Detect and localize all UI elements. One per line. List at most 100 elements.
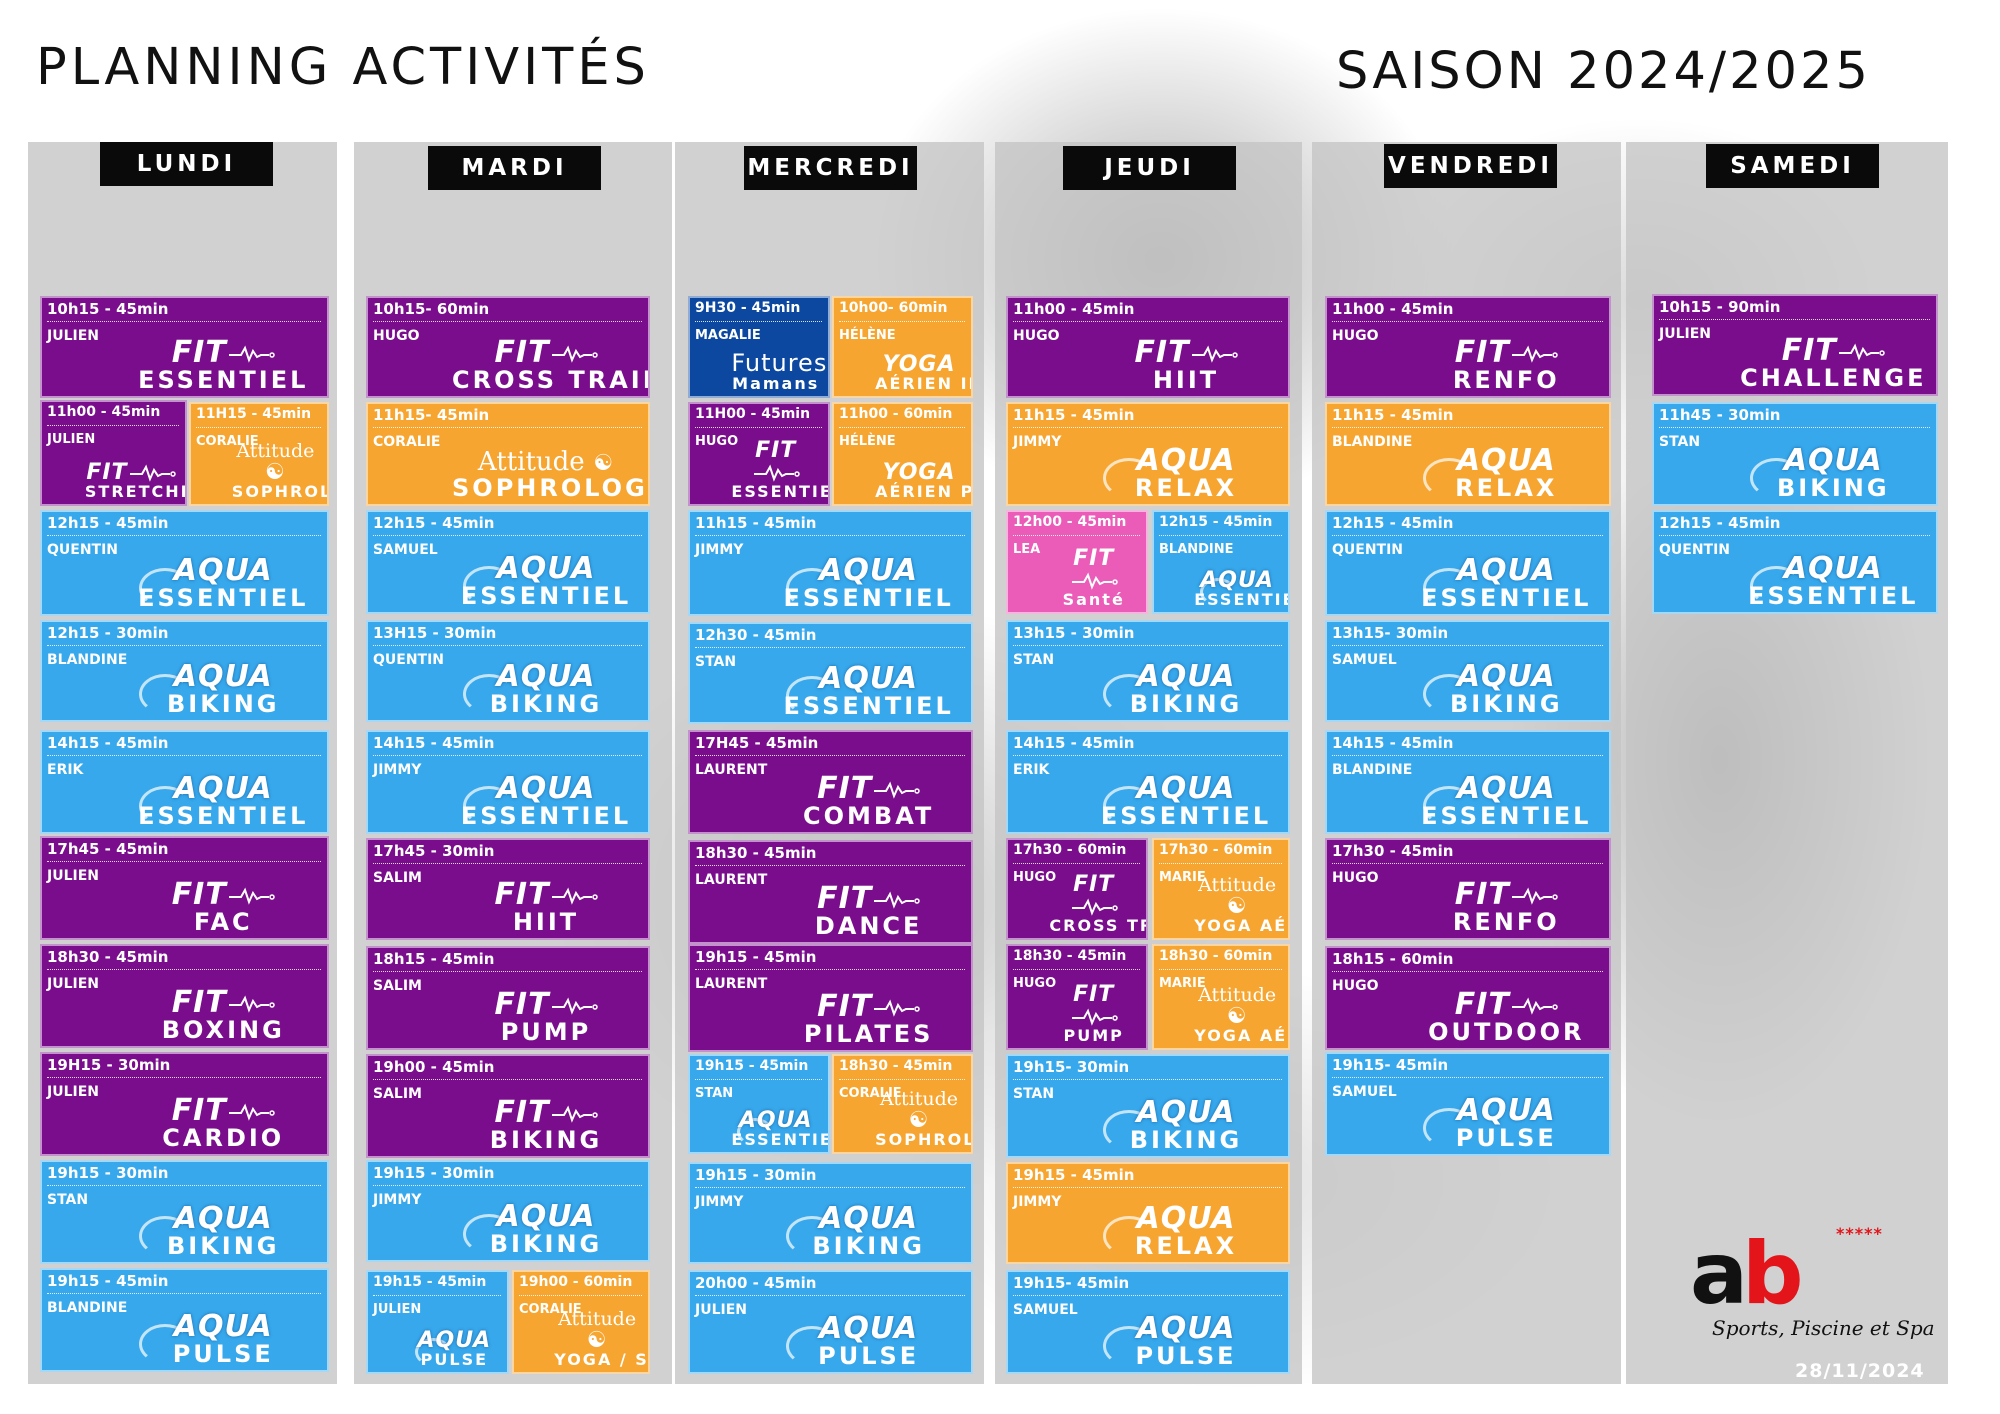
dotted-divider: [1013, 1079, 1282, 1080]
session-card-fit-hiit[interactable]: 11h00 - 45min HUGO FIT HIIT: [1006, 296, 1290, 398]
session-card-aqua-biking[interactable]: 13h15 - 30min STAN AQUA BIKING: [1006, 620, 1290, 722]
session-coach: JULIEN: [373, 1302, 422, 1317]
session-card-aqua-biking[interactable]: 11h45 - 30min STAN AQUA BIKING: [1652, 402, 1938, 506]
wave-icon: [1103, 674, 1156, 714]
dotted-divider: [1013, 1295, 1282, 1296]
session-card-aqua-pulse[interactable]: 20h00 - 45min JULIEN AQUA PULSE: [688, 1270, 973, 1374]
session-card-fit-pump[interactable]: 18h15 - 45min SALIM FIT PUMP: [366, 946, 650, 1050]
wave-icon: [138, 1216, 191, 1256]
session-time: 11h00 - 60min: [839, 406, 953, 422]
activity-brand: FIT: [774, 992, 963, 1022]
session-card-aqua-pulse[interactable]: 19h15- 45min SAMUEL AQUA PULSE: [1006, 1270, 1290, 1374]
session-card-fit-sante[interactable]: 12h00 - 45min LEA FIT Santé: [1006, 510, 1148, 614]
dotted-divider: [1332, 427, 1603, 428]
session-card-fit-stretching[interactable]: 11h00 - 45min JULIEN FITSTRETCHING: [40, 400, 187, 506]
session-card-aqua-biking[interactable]: 12h15 - 30min BLANDINE AQUA BIKING: [40, 620, 329, 722]
session-coach: LAURENT: [695, 872, 768, 888]
session-card-fit-fac[interactable]: 17h45 - 45min JULIEN FIT FAC: [40, 836, 329, 940]
session-card-aqua-essentiel[interactable]: 14h15 - 45min ERIK AQUA ESSENTIEL: [1006, 730, 1290, 834]
dotted-divider: [695, 321, 822, 322]
session-card-fit-renfo[interactable]: 11h00 - 45min HUGO FIT RENFO: [1325, 296, 1611, 398]
session-card-attitude-sophrologie[interactable]: 11h15- 45min CORALIE Attitude ☯SOPHROLOGIE: [366, 402, 650, 506]
session-card-aqua-pulse[interactable]: 19h15 - 45min JULIEN AQUA PULSE: [366, 1270, 509, 1374]
session-coach: CORALIE: [839, 1086, 902, 1101]
session-card-fit-dance[interactable]: 18h30 - 45min LAURENT FIT DANCE: [688, 840, 973, 944]
activity-name: ESSENTIEL: [138, 366, 309, 394]
session-card-aqua-pulse[interactable]: 19h15 - 45min BLANDINE AQUA PULSE: [40, 1268, 329, 1372]
activity-name: BIKING: [1777, 474, 1890, 502]
session-card-fit-combat[interactable]: 17H45 - 45min LAURENT FIT COMBAT: [688, 730, 973, 834]
activity-logo: FIT CARDIO: [128, 1096, 320, 1151]
session-card-fit-challenge[interactable]: 10h15 - 90min JULIEN FIT CHALLENGE: [1652, 294, 1938, 396]
session-coach: ERIK: [1013, 762, 1050, 778]
meditation-icon: ☯: [908, 1108, 930, 1133]
session-card-fit-hiit[interactable]: 17h45 - 30min SALIM FIT HIIT: [366, 838, 650, 940]
session-card-aqua-biking[interactable]: 19h15 - 30min JIMMY AQUA BIKING: [366, 1160, 650, 1262]
session-card-aqua-biking[interactable]: 13H15 - 30min QUENTIN AQUA BIKING: [366, 620, 650, 722]
activity-brand: FIT: [1049, 984, 1138, 1028]
activity-brand: AQUA: [1136, 1311, 1236, 1346]
heartbeat-icon: [874, 781, 920, 799]
session-card-fit-outdoor[interactable]: 18h15 - 60min HUGO FIT OUTDOOR: [1325, 946, 1611, 1050]
activity-name: BIKING: [166, 1232, 280, 1260]
session-card-fit-cardio[interactable]: 19H15 - 30min JULIEN FIT CARDIO: [40, 1052, 329, 1156]
activity-brand: YOGA: [882, 460, 956, 485]
session-card-aqua-essentiel[interactable]: 12h30 - 45min STAN AQUA ESSENTIEL: [688, 622, 973, 724]
session-card-aqua-essentiel[interactable]: 12h15 - 45min QUENTIN AQUA ESSENTIEL: [40, 510, 329, 616]
activity-logo: AQUA PULSE: [1092, 1311, 1280, 1369]
session-card-aqua-essentiel[interactable]: 12h15 - 45min QUENTIN AQUA ESSENTIEL: [1652, 510, 1938, 614]
activity-brand: FIT: [452, 880, 640, 910]
session-card-aqua-biking[interactable]: 13h15- 30min SAMUEL AQUA BIKING: [1325, 620, 1611, 722]
wave-icon: [1422, 674, 1475, 714]
session-card-futures-mamans[interactable]: 9H30 - 45min MAGALIE Futures Mamans: [688, 296, 830, 398]
session-card-aqua-essentiel[interactable]: 14h15 - 45min ERIK AQUA ESSENTIEL: [40, 730, 329, 834]
session-card-aqua-biking[interactable]: 19h15 - 30min JIMMY AQUA BIKING: [688, 1162, 973, 1264]
session-card-aqua-relax[interactable]: 19h15 - 45min JIMMY AQUA RELAX: [1006, 1162, 1290, 1264]
session-card-fit-essentiel[interactable]: 10h15 - 45min JULIEN FIT ESSENTIEL: [40, 296, 329, 398]
activity-brand: FIT: [1049, 548, 1138, 592]
activity-name: ESSENTIEL: [1421, 584, 1592, 612]
dotted-divider: [373, 1295, 501, 1296]
session-coach: STAN: [1013, 1086, 1055, 1102]
session-card-aqua-essentiel[interactable]: 14h15 - 45min JIMMY AQUA ESSENTIEL: [366, 730, 650, 834]
activity-logo: FIT PILATES: [774, 992, 963, 1047]
session-card-aqua-pulse[interactable]: 19h15- 45min SAMUEL AQUA PULSE: [1325, 1052, 1611, 1156]
session-card-aqua-essentiel[interactable]: 11h15 - 45min JIMMY AQUA ESSENTIEL: [688, 510, 973, 616]
session-card-aqua-relax[interactable]: 11h15 - 45min BLANDINE AQUA RELAX: [1325, 402, 1611, 506]
session-card-aqua-essentiel[interactable]: 12h15 - 45min SAMUEL AQUA ESSENTIEL: [366, 510, 650, 614]
session-card-fit-essentiel[interactable]: 11H00 - 45min HUGOFITESSENTIEL: [688, 402, 830, 506]
wave-icon: [1422, 568, 1475, 608]
session-card-fit-pilates[interactable]: 19h15 - 45min LAURENT FIT PILATES: [688, 944, 973, 1052]
dotted-divider: [1013, 427, 1282, 428]
session-card-aqua-essentiel[interactable]: 14h15 - 45min BLANDINE AQUA ESSENTIEL: [1325, 730, 1611, 834]
dotted-divider: [839, 321, 965, 322]
heartbeat-icon: [1511, 997, 1558, 1015]
dotted-divider: [695, 969, 965, 970]
session-card-fit-pump[interactable]: 18h30 - 45min HUGO FIT PUMP: [1006, 944, 1148, 1050]
session-card-fit-renfo[interactable]: 17h30 - 45min HUGO FIT RENFO: [1325, 838, 1611, 940]
session-card-aqua-biking[interactable]: 19h15 - 30min STAN AQUA BIKING: [40, 1160, 329, 1264]
session-card-aqua-essentiel[interactable]: 12h15 - 45min QUENTIN AQUA ESSENTIEL: [1325, 510, 1611, 616]
session-coach: BLANDINE: [47, 1300, 128, 1316]
session-card-aqua-relax[interactable]: 11h15 - 45min JIMMY AQUA RELAX: [1006, 402, 1290, 506]
session-card-fit-boxing[interactable]: 18h30 - 45min JULIEN FIT BOXING: [40, 944, 329, 1048]
session-card-fit-biking[interactable]: 19h00 - 45min SALIM FIT BIKING: [366, 1054, 650, 1158]
session-card-aqua-biking[interactable]: 19h15- 30min STAN AQUA BIKING: [1006, 1054, 1290, 1158]
day-header-samedi: SAMEDI: [1706, 144, 1879, 188]
